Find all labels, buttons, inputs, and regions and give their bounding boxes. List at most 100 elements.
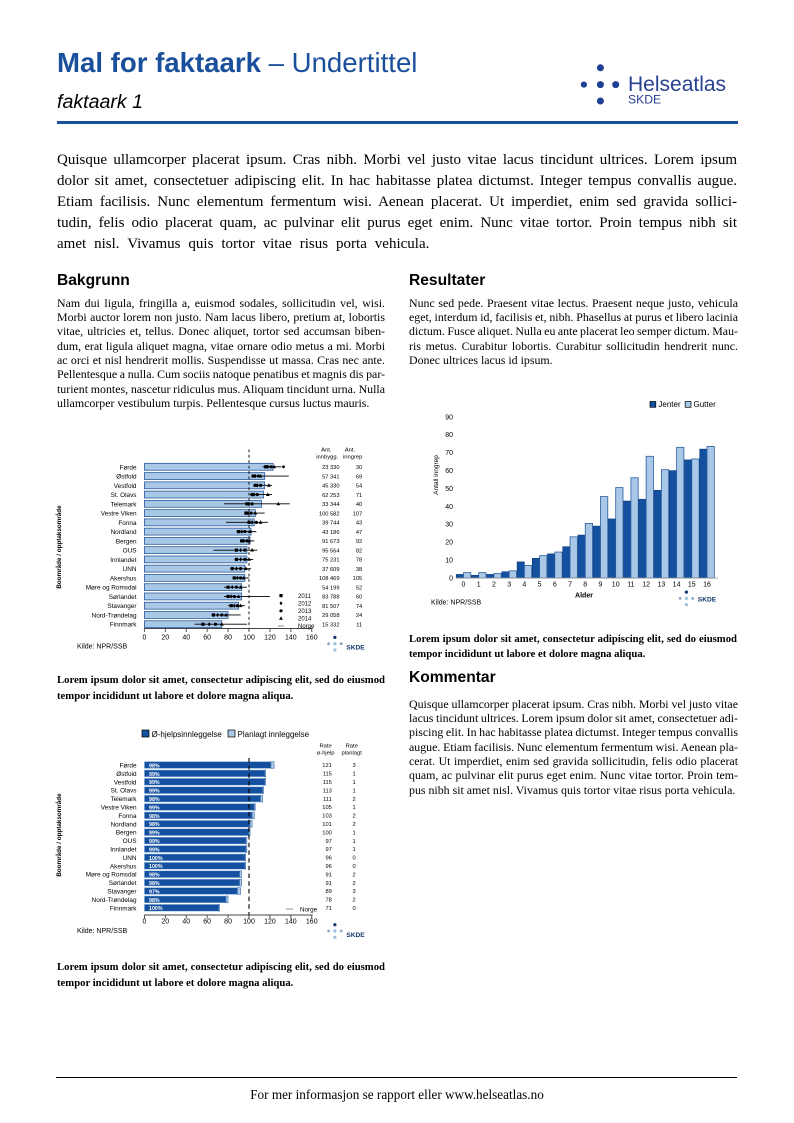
svg-text:60: 60	[203, 919, 211, 926]
svg-text:52: 52	[356, 585, 362, 591]
svg-text:1: 1	[353, 772, 356, 778]
svg-text:Sørlandet: Sørlandet	[109, 880, 137, 887]
svg-text:82: 82	[356, 548, 362, 554]
svg-text:Helseatlas: Helseatlas	[628, 73, 726, 96]
svg-text:69: 69	[356, 474, 362, 480]
svg-text:89: 89	[325, 889, 331, 895]
svg-text:15 332: 15 332	[322, 622, 339, 628]
svg-text:0: 0	[142, 635, 146, 642]
svg-text:83 788: 83 788	[322, 595, 339, 601]
svg-text:160: 160	[306, 635, 318, 642]
svg-text:100%: 100%	[149, 856, 163, 862]
svg-text:8: 8	[583, 582, 587, 589]
svg-text:50: 50	[445, 486, 453, 493]
svg-text:80: 80	[224, 635, 232, 642]
svg-text:inngrep: inngrep	[343, 455, 362, 461]
svg-text:planlagt: planlagt	[342, 751, 363, 757]
svg-text:99%: 99%	[149, 780, 160, 786]
svg-text:1: 1	[353, 780, 356, 786]
svg-text:11: 11	[627, 582, 634, 589]
svg-text:St. Olavs: St. Olavs	[111, 492, 137, 499]
svg-text:115: 115	[323, 772, 332, 778]
svg-text:40: 40	[356, 502, 362, 508]
svg-text:Vestre Viken: Vestre Viken	[101, 511, 137, 518]
svg-text:111: 111	[323, 797, 332, 803]
svg-text:Stavanger: Stavanger	[107, 889, 137, 896]
svg-text:81 507: 81 507	[322, 604, 339, 610]
svg-text:38: 38	[356, 567, 362, 573]
svg-text:98%: 98%	[149, 797, 160, 803]
svg-text:20: 20	[161, 635, 169, 642]
svg-text:30: 30	[445, 522, 453, 529]
svg-text:97: 97	[325, 847, 331, 853]
svg-text:Ant.: Ant.	[321, 448, 332, 454]
svg-text:74: 74	[356, 604, 362, 610]
svg-text:Rate: Rate	[319, 744, 331, 750]
svg-text:60: 60	[356, 595, 362, 601]
svg-text:1: 1	[353, 805, 356, 811]
svg-text:SKDE: SKDE	[698, 597, 717, 604]
svg-text:4: 4	[522, 582, 526, 589]
svg-text:30: 30	[356, 465, 362, 471]
svg-text:23 330: 23 330	[322, 465, 339, 471]
svg-text:108 469: 108 469	[319, 576, 340, 582]
svg-text:Akershus: Akershus	[110, 863, 137, 870]
svg-text:Ø-hjelpsinnleggelse: Ø-hjelpsinnleggelse	[152, 730, 223, 739]
svg-text:Gutter: Gutter	[694, 400, 717, 409]
svg-text:103: 103	[322, 814, 332, 820]
svg-text:40: 40	[445, 504, 453, 511]
svg-text:16: 16	[703, 582, 711, 589]
svg-text:40: 40	[182, 919, 190, 926]
svg-text:Førde: Førde	[119, 763, 136, 770]
svg-text:13: 13	[657, 582, 665, 589]
svg-text:100: 100	[243, 919, 255, 926]
svg-text:Jenter: Jenter	[658, 400, 681, 409]
svg-text:Boområde / opptaksområde: Boområde / opptaksområde	[55, 793, 63, 877]
svg-text:98%: 98%	[149, 814, 160, 820]
svg-text:OUS: OUS	[123, 838, 137, 845]
svg-text:62 253: 62 253	[322, 493, 339, 499]
svg-text:Finnmark: Finnmark	[110, 622, 137, 629]
svg-text:105: 105	[322, 805, 332, 811]
svg-text:10: 10	[612, 582, 620, 589]
svg-text:innbygg.: innbygg.	[316, 455, 338, 461]
svg-text:9: 9	[599, 582, 603, 589]
svg-text:Møre og Romsdal: Møre og Romsdal	[86, 872, 137, 879]
svg-text:Stavanger: Stavanger	[107, 603, 137, 610]
svg-text:97%: 97%	[149, 889, 160, 895]
svg-text:78: 78	[356, 558, 362, 564]
svg-text:71: 71	[325, 906, 331, 912]
svg-text:Sørlandet: Sørlandet	[109, 594, 137, 601]
svg-text:91: 91	[325, 872, 331, 878]
svg-text:57 341: 57 341	[322, 474, 339, 480]
svg-text:98%: 98%	[149, 898, 160, 904]
svg-text:Kilde: NPR/SSB: Kilde: NPR/SSB	[431, 600, 482, 607]
svg-text:1: 1	[353, 830, 356, 836]
svg-text:Nordland: Nordland	[111, 529, 137, 536]
svg-text:160: 160	[306, 919, 318, 926]
svg-text:Østfold: Østfold	[116, 474, 137, 481]
svg-text:99%: 99%	[149, 839, 160, 845]
svg-text:47: 47	[356, 530, 362, 536]
svg-text:99%: 99%	[149, 789, 160, 795]
svg-text:Nord-Trøndelag: Nord-Trøndelag	[92, 612, 137, 619]
svg-text:29 058: 29 058	[322, 613, 339, 619]
svg-text:Vestre Viken: Vestre Viken	[101, 805, 137, 812]
svg-text:10: 10	[445, 558, 453, 565]
svg-text:0: 0	[353, 906, 356, 912]
svg-text:100%: 100%	[149, 906, 163, 912]
svg-text:98%: 98%	[149, 873, 160, 879]
svg-text:Innlandet: Innlandet	[110, 557, 137, 564]
svg-text:Nordland: Nordland	[111, 821, 137, 828]
svg-text:113: 113	[323, 788, 332, 794]
svg-text:2012: 2012	[298, 601, 312, 607]
svg-text:101: 101	[322, 822, 332, 828]
svg-text:2: 2	[353, 898, 356, 904]
svg-text:1: 1	[353, 839, 356, 845]
svg-text:Fonna: Fonna	[118, 813, 137, 820]
svg-text:99%: 99%	[149, 847, 160, 853]
svg-text:98%: 98%	[149, 822, 160, 828]
svg-text:2011: 2011	[298, 594, 312, 600]
svg-text:99%: 99%	[149, 805, 160, 811]
svg-text:99%: 99%	[149, 831, 160, 837]
